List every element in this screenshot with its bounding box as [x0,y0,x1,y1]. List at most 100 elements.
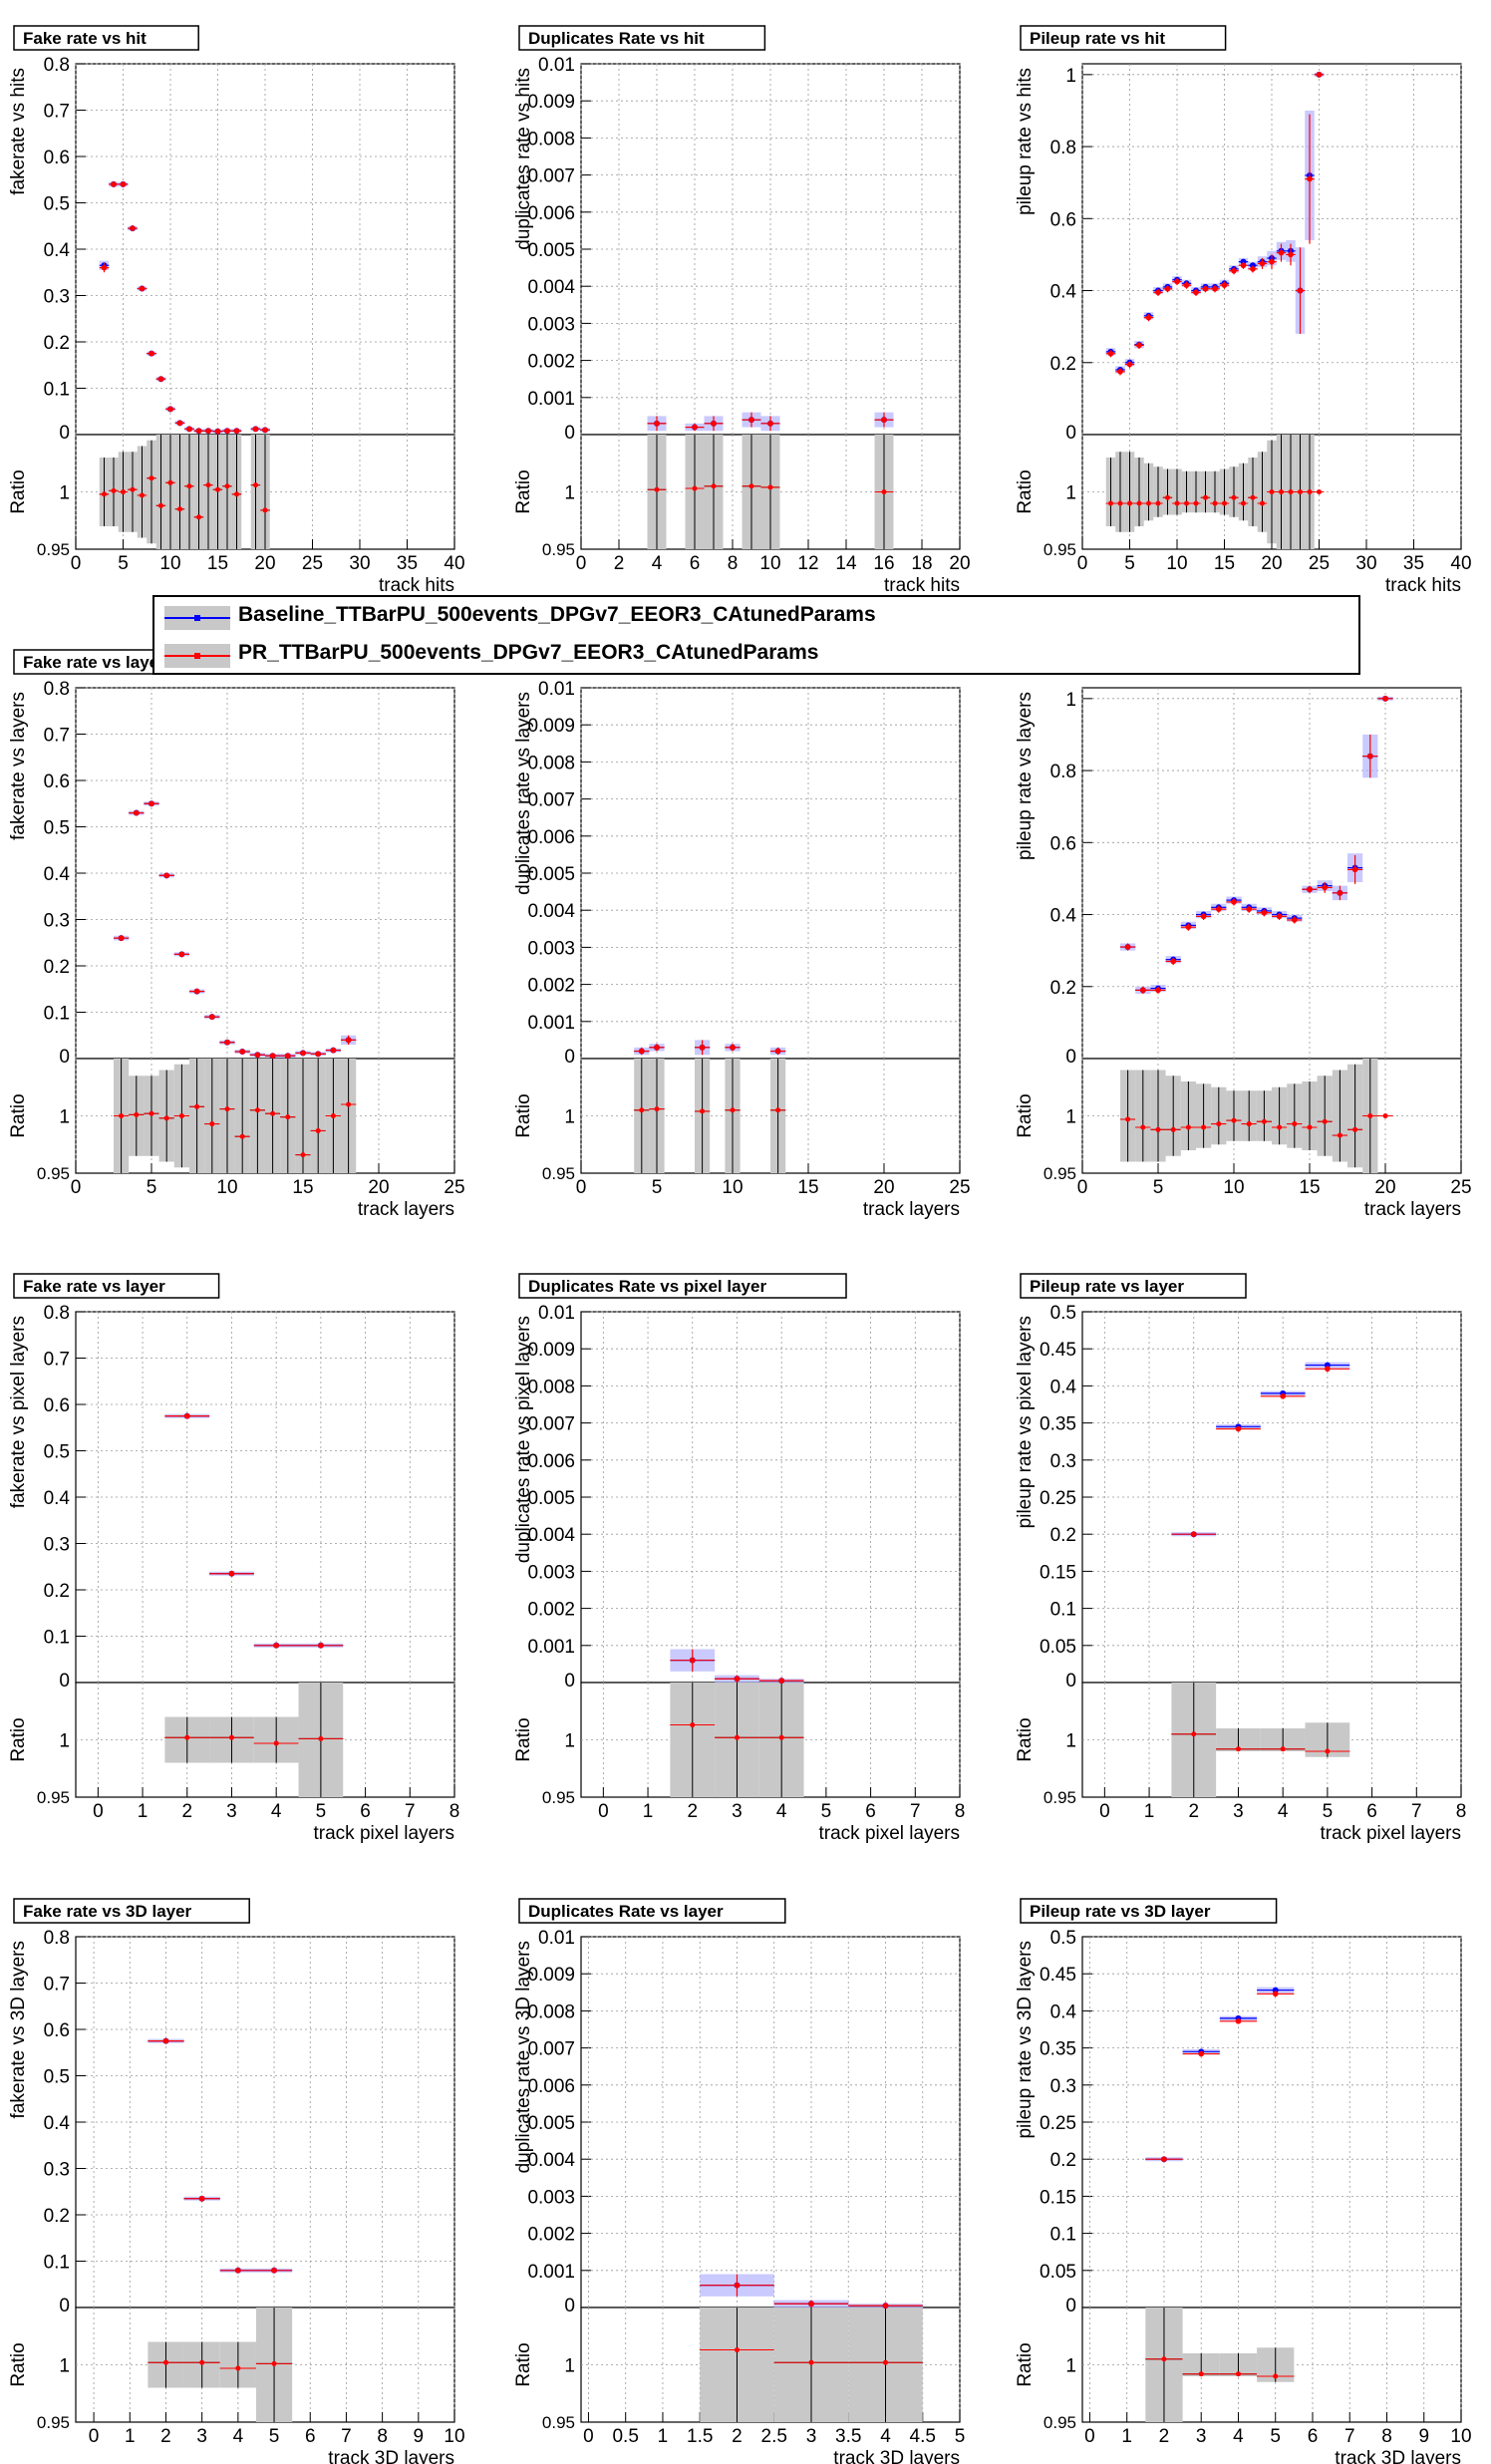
ratio-point [318,1735,324,1741]
x-tick-label: 20 [1374,1177,1395,1198]
ratio-point [162,2359,168,2365]
y-tick-label: 0.2 [44,333,70,354]
y-axis-label: pileup rate vs pixel layers [1015,1316,1036,1528]
y-tick-label: 0.5 [44,818,70,839]
x-tick-label: 2 [181,1801,192,1822]
y-tick-label: 0.004 [527,277,575,298]
pr-point [176,420,183,427]
ratio-axis-label: Ratio [8,469,29,513]
ratio-point [1222,500,1227,506]
x-axis-label: track 3D layers [833,2448,960,2464]
x-axis-label: track hits [379,575,454,596]
pr-point [654,1045,660,1051]
ratio-tick-label: 1 [564,1731,575,1752]
y-tick-label: 0.005 [527,864,575,885]
x-tick-label: 1.5 [687,2426,713,2447]
pr-point [1124,944,1131,950]
y-tick-label: 0.008 [527,753,575,773]
y-tick-label: 0.2 [44,2206,70,2227]
ratio-point [130,486,136,492]
ratio-point [654,1106,660,1112]
ratio-point [654,486,660,492]
ratio-tick-label: 1 [1065,483,1076,504]
ratio-point [1280,1746,1286,1752]
pr-point [262,427,268,434]
x-tick-label: 6 [305,2426,316,2447]
y-tick-label: 0.007 [527,1414,575,1435]
y-tick-label: 0.3 [1050,2076,1076,2097]
x-tick-label: 4 [776,1801,787,1822]
ratio-point [734,2347,740,2353]
y-tick-label: 0.4 [44,2113,71,2134]
ratio-point [111,487,117,493]
ratio-point [734,1734,740,1740]
pr-point [120,181,127,187]
y-tick-label-zero: 0 [564,423,575,444]
ratio-min-label: 0.95 [37,2413,70,2432]
pr-point [1292,917,1298,923]
y-tick-label: 0.009 [527,92,575,113]
y-tick-label: 0.1 [44,1004,70,1025]
y-tick-label: 0.007 [527,790,575,811]
ratio-point [881,489,887,494]
x-tick-label: 40 [1450,553,1471,574]
y-axis-label: duplicates rate vs layers [513,692,534,895]
x-tick-label: 5 [1124,553,1135,574]
x-tick-label: 40 [444,553,464,574]
ratio-axis-label: Ratio [8,2342,29,2386]
baseline-swatch-icon [164,606,230,630]
pr-point [273,1643,279,1649]
x-tick-label: 7 [341,2426,352,2447]
ratio-point [167,479,173,485]
y-tick-label: 0.1 [44,380,70,401]
x-tick-label: 30 [1355,553,1376,574]
ratio-point [748,483,754,489]
ratio-point [140,492,145,498]
chart-title-box [1020,25,1227,51]
x-tick-label: 4 [1233,2426,1244,2447]
ratio-point [1322,1118,1328,1124]
ratio-point [1288,489,1294,494]
x-tick-label: 20 [1261,553,1282,574]
pr-point [1183,282,1190,288]
y-tick-label-zero: 0 [1065,1047,1076,1068]
pr-point [1276,913,1283,920]
y-tick-label: 0.2 [1050,2150,1076,2171]
ratio-min-label: 0.95 [1044,2413,1076,2432]
ratio-point [1279,489,1284,494]
x-tick-label: 9 [1418,2426,1429,2447]
ratio-point [134,1111,140,1117]
chart-title: Duplicates Rate vs hit [528,29,705,48]
y-tick-label-zero: 0 [59,1671,70,1692]
chart-title-box [1020,1898,1278,1924]
pr-point [1240,262,1247,269]
ratio-tick-label: 1 [59,483,70,504]
x-tick-label: 8 [728,553,739,574]
ratio-axis-label: Ratio [513,1717,534,1761]
ratio-point [1273,2373,1279,2379]
y-tick-label: 0.6 [44,771,70,792]
pr-point [654,421,660,427]
ratio-point [1193,500,1199,506]
ratio-point [234,491,239,497]
ratio-point [1352,1126,1358,1132]
ratio-tick-label: 1 [564,483,575,504]
x-tick-label: 8 [1381,2426,1392,2447]
pr-point [774,1048,781,1055]
x-tick-label: 0.5 [612,2426,638,2447]
x-tick-label: 4 [652,553,663,574]
ratio-point [224,1106,230,1112]
ratio-point [1201,1124,1207,1130]
x-axis-label: track 3D layers [328,2448,454,2464]
chart-title: Fake rate vs layer [23,653,165,672]
ratio-point [1191,1731,1197,1737]
y-tick-label: 0.6 [44,1395,70,1416]
y-tick-label: 0.4 [1050,2002,1077,2022]
pr-point [209,1014,215,1020]
ratio-point [102,491,107,497]
y-tick-label: 0.5 [44,1442,70,1463]
ratio-axis-label: Ratio [1015,1093,1036,1137]
ratio-min-label: 0.95 [542,2413,575,2432]
pr-point [1231,899,1237,905]
y-tick-label: 0.006 [527,827,575,848]
